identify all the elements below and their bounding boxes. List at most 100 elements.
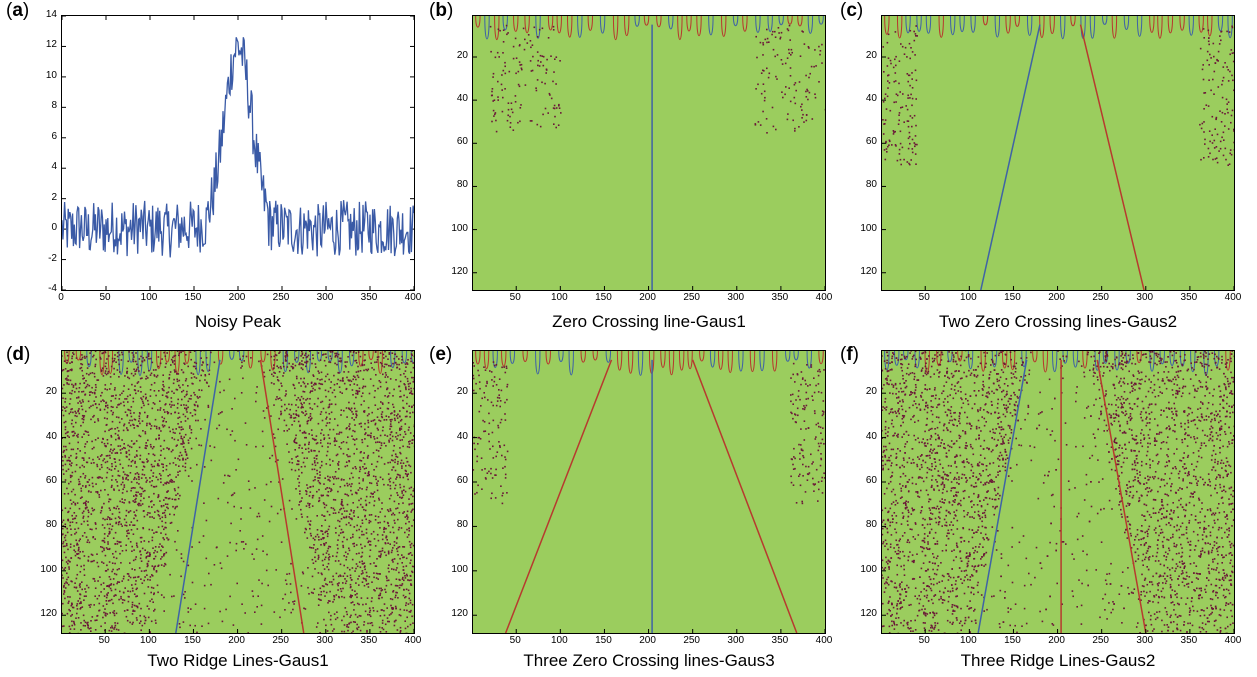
heatmap-dot bbox=[809, 384, 811, 386]
heatmap-dot bbox=[172, 429, 174, 431]
heatmap-dot bbox=[99, 496, 101, 498]
heatmap-dot bbox=[823, 369, 825, 371]
heatmap-dot bbox=[480, 405, 482, 407]
heatmap-dot bbox=[496, 405, 498, 407]
heatmap-dot bbox=[795, 90, 797, 92]
heatmap-dot bbox=[205, 375, 207, 377]
heatmap-dot bbox=[157, 375, 159, 377]
heatmap-dot bbox=[64, 583, 66, 585]
heatmap-dot bbox=[340, 486, 342, 488]
heatmap-dot bbox=[363, 509, 365, 511]
heatmap-dot bbox=[140, 541, 142, 543]
heatmap-dot bbox=[914, 146, 916, 148]
heatmap-dot bbox=[504, 413, 506, 415]
heatmap-dot bbox=[286, 583, 288, 585]
heatmap-dot bbox=[280, 414, 282, 416]
fringe-loop bbox=[1006, 16, 1010, 33]
heatmap-dot bbox=[118, 359, 120, 361]
heatmap-dot bbox=[275, 354, 277, 356]
heatmap-dot bbox=[402, 578, 404, 580]
heatmap-dot bbox=[365, 432, 367, 434]
heatmap-dot bbox=[73, 426, 75, 428]
heatmap-dot bbox=[377, 408, 379, 410]
heatmap-dot bbox=[70, 615, 72, 617]
heatmap-dot bbox=[813, 490, 815, 492]
heatmap-dot bbox=[243, 548, 245, 550]
heatmap-dot bbox=[120, 449, 122, 451]
heatmap-dot bbox=[401, 467, 403, 469]
heatmap-dot bbox=[187, 366, 189, 368]
heatmap-dot bbox=[800, 485, 802, 487]
fringe-loop bbox=[503, 16, 507, 30]
heatmap-dot bbox=[128, 459, 130, 461]
heatmap-dot bbox=[185, 380, 187, 382]
heatmap-dot bbox=[110, 579, 112, 581]
heatmap-dot bbox=[79, 540, 81, 542]
heatmap-dot bbox=[352, 389, 354, 391]
heatmap-dot bbox=[134, 371, 136, 373]
heatmap-dot bbox=[148, 541, 150, 543]
heatmap-dot bbox=[137, 576, 139, 578]
heatmap-dot bbox=[219, 381, 221, 383]
heatmap-dot bbox=[130, 465, 132, 467]
heatmap-dot bbox=[353, 515, 355, 517]
heatmap-dot bbox=[112, 450, 114, 452]
heatmap-dot bbox=[128, 533, 130, 535]
heatmap-dot bbox=[898, 120, 900, 122]
heatmap-dot bbox=[815, 436, 817, 438]
heatmap-dot bbox=[765, 39, 767, 41]
heatmap-dot bbox=[412, 393, 414, 395]
heatmap-dot bbox=[135, 361, 137, 363]
heatmap-dot bbox=[399, 484, 401, 486]
heatmap-dot bbox=[119, 553, 121, 555]
heatmap-dot bbox=[382, 402, 384, 404]
heatmap-dot bbox=[88, 516, 90, 518]
heatmap-dot bbox=[319, 471, 321, 473]
heatmap-dot bbox=[795, 414, 797, 416]
heatmap-dot bbox=[131, 447, 133, 449]
heatmap-dot bbox=[273, 356, 275, 358]
heatmap-dot bbox=[124, 587, 126, 589]
heatmap-dot bbox=[893, 132, 895, 134]
heatmap-dot bbox=[196, 464, 198, 466]
heatmap-dot bbox=[405, 370, 407, 372]
heatmap-dot bbox=[501, 455, 503, 457]
heatmap-dot bbox=[473, 443, 475, 445]
heatmap-dot bbox=[71, 423, 73, 425]
heatmap-dot bbox=[147, 377, 149, 379]
heatmap-dot bbox=[348, 407, 350, 409]
heatmap-dot bbox=[86, 441, 88, 443]
heatmap-dot bbox=[309, 486, 311, 488]
heatmap-dot bbox=[377, 534, 379, 536]
heatmap-dot bbox=[107, 569, 109, 571]
heatmap-dot bbox=[142, 401, 144, 403]
heatmap-dot bbox=[902, 147, 904, 149]
heatmap-dot bbox=[347, 485, 349, 487]
heatmap-dot bbox=[184, 396, 186, 398]
heatmap-dot bbox=[314, 476, 316, 478]
heatmap-dot bbox=[519, 86, 521, 88]
heatmap-dot bbox=[126, 535, 128, 537]
heatmap-dot bbox=[321, 411, 323, 413]
heatmap-dot bbox=[1224, 125, 1226, 127]
heatmap-dot bbox=[493, 457, 495, 459]
heatmap-dot bbox=[503, 366, 505, 368]
heatmap-dot bbox=[410, 358, 412, 360]
heatmap-dot bbox=[388, 553, 390, 555]
heatmap-dot bbox=[295, 488, 297, 490]
heatmap-dot bbox=[893, 133, 895, 135]
heatmap-dot bbox=[66, 378, 68, 380]
heatmap-dot bbox=[799, 399, 801, 401]
heatmap-dot bbox=[515, 38, 517, 40]
heatmap-dot bbox=[509, 71, 511, 73]
heatmap-dot bbox=[799, 81, 801, 83]
heatmap-dot bbox=[346, 377, 348, 379]
heatmap-dot bbox=[807, 385, 809, 387]
fringe-loop bbox=[230, 351, 234, 359]
heatmap-dot bbox=[524, 39, 526, 41]
heatmap-dot bbox=[151, 373, 153, 375]
heatmap-dot bbox=[411, 353, 413, 355]
heatmap-dot bbox=[363, 400, 365, 402]
heatmap-dot bbox=[559, 60, 561, 62]
heatmap-dot bbox=[139, 423, 141, 425]
